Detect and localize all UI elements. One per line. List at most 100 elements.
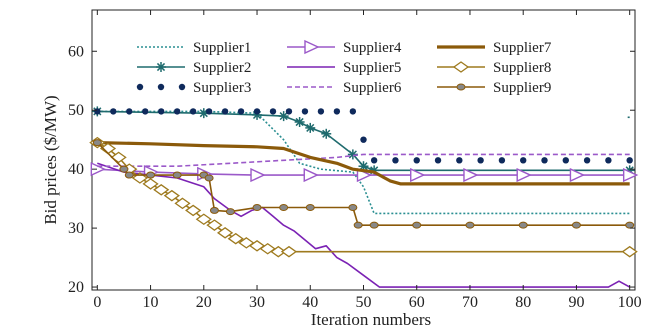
series-line — [97, 110, 630, 215]
data-point — [142, 178, 159, 190]
data-point — [348, 203, 358, 211]
legend-item: Supplier4 — [287, 39, 402, 56]
legend-label: Supplier7 — [493, 40, 552, 56]
x-tick-label: 10 — [143, 294, 159, 311]
data-point — [156, 62, 166, 72]
legend-label: Supplier1 — [193, 40, 251, 56]
data-point — [110, 108, 117, 115]
series-supplier1 — [97, 110, 630, 215]
data-point — [353, 221, 363, 229]
x-axis-title: Iteration numbers — [311, 310, 431, 328]
data-point — [225, 208, 235, 216]
data-point — [178, 83, 186, 91]
data-point — [518, 221, 528, 229]
data-point — [157, 83, 165, 91]
data-point — [205, 108, 213, 115]
data-point — [562, 157, 569, 164]
data-point — [370, 157, 378, 164]
data-point — [119, 165, 129, 173]
data-point — [571, 221, 581, 229]
data-point — [204, 174, 214, 182]
legend-label: Supplier3 — [193, 80, 251, 96]
y-tick-label: 60 — [68, 43, 84, 60]
data-point — [477, 157, 484, 164]
x-tick-label: 30 — [249, 294, 265, 311]
legend-item: Supplier8 — [437, 60, 551, 76]
data-point — [216, 227, 234, 239]
data-point — [413, 157, 420, 164]
data-point — [305, 203, 315, 211]
series-supplier6 — [97, 153, 630, 167]
data-point — [227, 232, 244, 245]
legend-item: Supplier3 — [136, 80, 251, 96]
y-tick-label: 50 — [68, 102, 84, 119]
legend-label: Supplier6 — [343, 80, 402, 96]
data-point — [333, 108, 341, 115]
x-tick-label: 100 — [618, 294, 642, 311]
data-point — [621, 245, 638, 258]
data-point — [285, 108, 293, 115]
data-point — [189, 108, 197, 115]
x-tick-label: 40 — [302, 294, 318, 311]
legend-item: Supplier7 — [437, 40, 552, 56]
data-point — [412, 221, 422, 229]
data-point — [173, 108, 181, 115]
series-supplier7 — [97, 141, 630, 186]
series-supplier5 — [97, 162, 631, 288]
data-point — [456, 83, 466, 91]
data-point — [185, 204, 202, 217]
x-tick-label: 0 — [93, 294, 101, 311]
data-point — [301, 108, 309, 115]
data-point — [369, 221, 379, 229]
y-tick-label: 20 — [68, 279, 84, 296]
x-tick-label: 50 — [356, 294, 372, 311]
legend-item: Supplier6 — [287, 80, 402, 96]
data-point — [358, 161, 369, 172]
x-tick-label: 60 — [409, 294, 425, 311]
y-tick-label: 40 — [68, 161, 84, 178]
data-point — [622, 167, 639, 183]
data-point — [163, 189, 180, 202]
data-point — [172, 171, 182, 179]
series-supplier8 — [89, 136, 638, 258]
y-axis-title: Bid prices ($/MW) — [41, 95, 60, 224]
data-point — [195, 213, 212, 226]
series-line — [97, 141, 630, 186]
data-point — [392, 157, 399, 164]
legend-item: Supplier1 — [137, 40, 251, 56]
data-point — [142, 108, 149, 115]
data-point — [252, 203, 262, 211]
data-point — [124, 171, 134, 179]
data-point — [605, 157, 612, 164]
series-supplier9 — [92, 139, 635, 229]
data-point — [498, 157, 506, 164]
series-supplier3 — [94, 108, 633, 164]
series-line — [97, 162, 631, 288]
data-point — [434, 157, 442, 164]
data-point — [153, 183, 170, 196]
data-point — [294, 117, 305, 127]
y-tick-label: 30 — [68, 220, 84, 237]
legend-label: Supplier4 — [343, 40, 402, 56]
data-point — [626, 157, 633, 164]
data-point — [126, 108, 133, 115]
data-point — [158, 108, 165, 115]
data-point — [279, 203, 289, 211]
series-layer — [89, 106, 639, 288]
data-point — [516, 167, 532, 183]
x-tick-label: 20 — [196, 294, 212, 311]
data-point — [465, 221, 475, 229]
legend-label: Supplier9 — [493, 80, 551, 96]
legend: Supplier1 Supplier2 Supplier3 Supplier4 Supp… — [128, 39, 598, 98]
legend-item: Supplier5 — [287, 60, 401, 76]
data-point — [94, 108, 101, 115]
legend-background — [128, 40, 598, 98]
data-point — [146, 171, 156, 179]
legend-item: Supplier2 — [137, 60, 251, 76]
x-tick-label: 70 — [462, 294, 478, 311]
data-point — [237, 108, 245, 115]
data-point — [463, 167, 479, 183]
data-point — [304, 39, 320, 55]
data-point — [221, 108, 229, 115]
